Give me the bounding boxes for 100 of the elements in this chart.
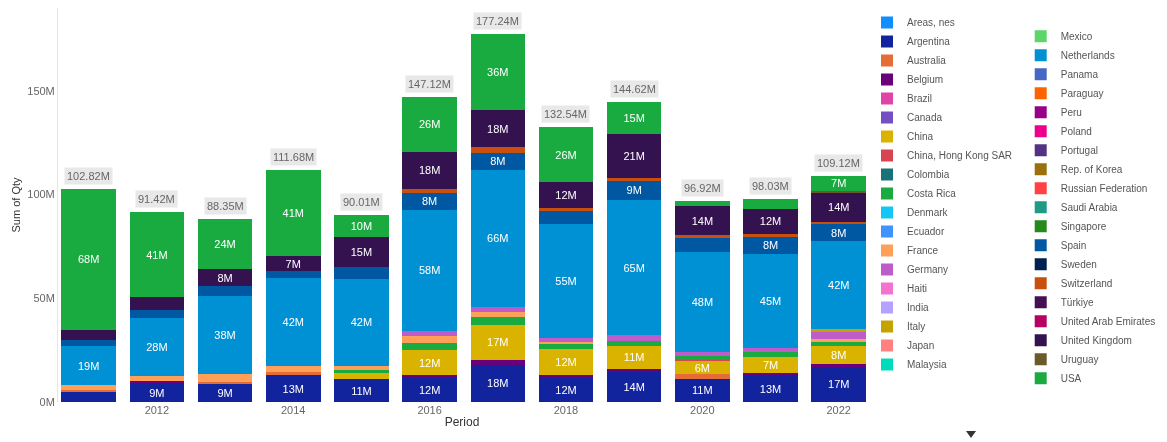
bar: [743, 357, 798, 373]
legend-label: Sweden: [1060, 259, 1097, 271]
bar: [402, 209, 457, 331]
bar: [675, 201, 730, 206]
legend-label: Poland: [1060, 126, 1092, 138]
x-tick-label: 2020: [690, 404, 715, 416]
data-label: 6M: [694, 361, 710, 374]
bar: [811, 192, 866, 222]
bar: [402, 377, 457, 402]
bar: [811, 175, 866, 191]
total-label: 96.92M: [684, 182, 721, 194]
legend-label: Belgium: [907, 74, 944, 86]
bar: [129, 376, 185, 382]
bar: [675, 378, 730, 402]
data-label: 21M: [623, 149, 645, 162]
total-label: 98.03M: [752, 180, 789, 192]
data-label: 12M: [555, 383, 577, 396]
data-label: 13M: [759, 382, 782, 395]
bar: [675, 238, 730, 252]
legend-label: Colombia: [907, 169, 950, 181]
legend-label: Singapore: [1060, 221, 1107, 233]
data-label: 15M: [350, 246, 373, 259]
bar: [606, 372, 662, 402]
data-label: 12M: [418, 383, 441, 396]
bar: [470, 324, 526, 360]
legend-label: Saudi Arabia: [1060, 202, 1118, 214]
bar: [265, 371, 321, 376]
bar: [197, 218, 253, 270]
bar: [470, 147, 526, 153]
x-tick-label: 2014: [281, 404, 306, 416]
bar: [334, 370, 389, 374]
data-label: 28M: [146, 341, 168, 354]
data-label: 45M: [759, 295, 782, 308]
legend-label: China: [907, 131, 934, 143]
total-label: 90.01M: [343, 196, 380, 208]
data-label: 10M: [350, 220, 373, 233]
data-label: 12M: [418, 356, 441, 369]
legend-label: Rep. of Korea: [1060, 164, 1123, 176]
bar: [470, 109, 526, 148]
bar: [402, 188, 457, 194]
bar: [811, 366, 866, 402]
data-label: 41M: [146, 248, 168, 261]
data-label: 12M: [555, 356, 577, 369]
bar: [743, 352, 798, 358]
bar: [265, 278, 321, 367]
bar: [334, 366, 389, 371]
bar: [538, 349, 594, 376]
bar: [265, 170, 321, 257]
data-label: 41M: [282, 207, 304, 220]
legend-label: Switzerland: [1060, 278, 1113, 290]
bar: [402, 343, 457, 351]
bar: [743, 348, 798, 353]
bar: [811, 221, 866, 224]
x-tick-label: 2016: [417, 404, 442, 416]
bar: [197, 295, 253, 375]
y-tick-label: 0M: [39, 395, 55, 408]
legend-label: Malaysia: [907, 359, 947, 371]
bar: [265, 375, 321, 402]
bar: [402, 96, 457, 152]
bar: [538, 223, 594, 339]
data-label: 42M: [350, 316, 373, 329]
legend-label: United Kingdom: [1060, 335, 1132, 347]
legend-label: Italy: [907, 321, 926, 333]
legend-label: Japan: [907, 340, 935, 352]
bar: [402, 335, 457, 344]
data-label: 65M: [623, 261, 645, 274]
legend-label: Spain: [1060, 240, 1087, 252]
bar: [61, 385, 116, 390]
data-label: 8M: [762, 239, 779, 252]
bar: [334, 373, 389, 380]
bar: [606, 177, 662, 181]
bar: [675, 351, 730, 356]
data-label: 14M: [691, 214, 714, 227]
legend-label: India: [907, 302, 930, 314]
bar: [743, 198, 798, 209]
bar: [402, 151, 457, 189]
legend-label: Denmark: [907, 207, 949, 219]
bar: [811, 363, 866, 367]
data-label: 12M: [555, 188, 577, 201]
bar: [129, 383, 185, 402]
bar: [606, 102, 662, 135]
bar: [265, 270, 321, 279]
x-tick-label: 2012: [144, 404, 170, 416]
total-label: 132.54M: [544, 108, 587, 120]
bar: [334, 267, 389, 279]
bar: [538, 181, 594, 208]
legend-label: United Arab Emirates: [1060, 316, 1156, 328]
legend-label: Germany: [907, 264, 949, 276]
legend-label: Türkiye: [1060, 297, 1094, 309]
bar: [606, 335, 662, 342]
total-label: 147.12M: [408, 78, 451, 90]
bar: [470, 169, 526, 307]
legend-label: Canada: [907, 112, 943, 124]
bar: [811, 338, 866, 343]
data-label: 13M: [282, 382, 304, 395]
legend-label: France: [907, 245, 939, 257]
data-label: 11M: [351, 384, 372, 397]
total-label: 102.82M: [67, 170, 110, 182]
x-tick-label: 2018: [553, 404, 579, 416]
bar: [402, 350, 457, 376]
